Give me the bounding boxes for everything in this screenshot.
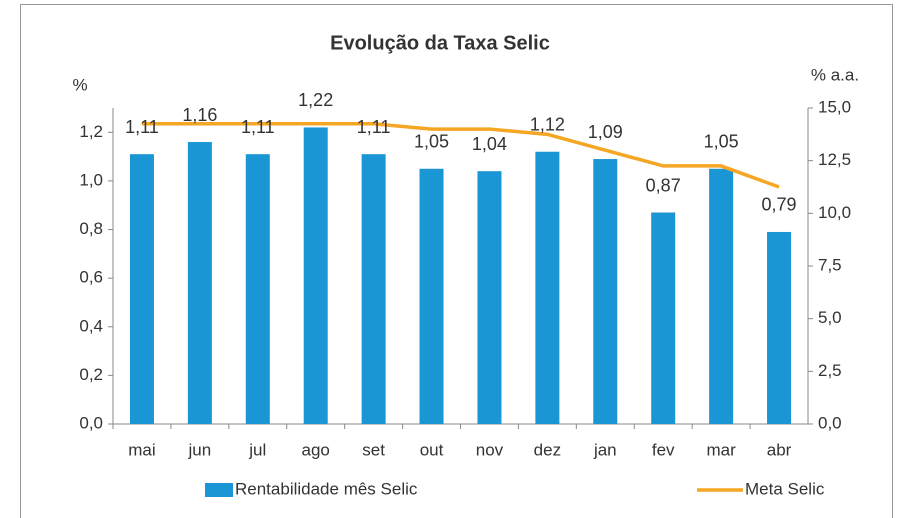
bar bbox=[361, 154, 386, 424]
legend-label: Rentabilidade mês Selic bbox=[235, 479, 418, 498]
y2-tick-label: 5,0 bbox=[818, 308, 842, 327]
y2-tick-label: 12,5 bbox=[818, 150, 851, 169]
y2-tick-label: 15,0 bbox=[818, 97, 851, 116]
data-label: 0,87 bbox=[646, 175, 681, 195]
data-label: 1,09 bbox=[588, 122, 623, 142]
bar bbox=[187, 142, 212, 424]
x-tick-label: fev bbox=[652, 440, 675, 459]
data-label: 1,11 bbox=[125, 117, 159, 137]
bar bbox=[477, 171, 502, 424]
bar bbox=[419, 168, 444, 424]
x-tick-label: dez bbox=[534, 440, 561, 459]
data-label: 1,16 bbox=[182, 105, 217, 125]
y2-tick-label: 7,5 bbox=[818, 255, 842, 274]
y2-tick-label: 2,5 bbox=[818, 361, 842, 380]
data-label: 1,11 bbox=[357, 117, 391, 137]
x-tick-label: jan bbox=[593, 440, 617, 459]
y-tick-label: 0,8 bbox=[79, 219, 103, 238]
bar bbox=[245, 154, 270, 424]
bar bbox=[767, 231, 792, 424]
y2-axis-label: % a.a. bbox=[811, 65, 859, 84]
y-tick-label: 0,2 bbox=[79, 365, 103, 384]
legend-swatch bbox=[205, 483, 233, 497]
y-tick-label: 0,0 bbox=[79, 413, 103, 432]
bar bbox=[303, 127, 328, 424]
x-tick-label: set bbox=[362, 440, 385, 459]
x-tick-label: jul bbox=[248, 440, 266, 459]
x-tick-label: mar bbox=[706, 440, 736, 459]
y-tick-label: 1,2 bbox=[79, 122, 103, 141]
bar bbox=[709, 168, 734, 424]
data-label: 1,05 bbox=[414, 132, 449, 152]
x-tick-label: jun bbox=[188, 440, 212, 459]
data-label: 0,79 bbox=[762, 195, 797, 215]
bar bbox=[129, 154, 154, 424]
bar bbox=[651, 212, 676, 424]
y-tick-label: 0,4 bbox=[79, 316, 103, 335]
x-tick-label: abr bbox=[767, 440, 792, 459]
data-label: 1,04 bbox=[472, 134, 507, 154]
legend-label: Meta Selic bbox=[745, 479, 825, 498]
y2-tick-label: 0,0 bbox=[818, 413, 842, 432]
x-tick-label: nov bbox=[476, 440, 504, 459]
bar bbox=[535, 151, 560, 424]
data-label: 1,22 bbox=[298, 90, 333, 110]
y-axis-label: % bbox=[72, 75, 87, 94]
data-label: 1,12 bbox=[530, 115, 565, 135]
line bbox=[141, 122, 780, 189]
x-tick-label: ago bbox=[302, 440, 330, 459]
chart-title: Evolução da Taxa Selic bbox=[330, 32, 550, 54]
y-tick-label: 1,0 bbox=[79, 170, 103, 189]
data-label: 1,05 bbox=[704, 132, 739, 152]
x-tick-label: mai bbox=[128, 440, 155, 459]
chart-frame bbox=[20, 4, 893, 518]
bar bbox=[593, 159, 618, 425]
y2-tick-label: 10,0 bbox=[818, 203, 851, 222]
x-tick-label: out bbox=[420, 440, 444, 459]
y-tick-label: 0,6 bbox=[79, 268, 103, 287]
data-label: 1,11 bbox=[241, 117, 275, 137]
